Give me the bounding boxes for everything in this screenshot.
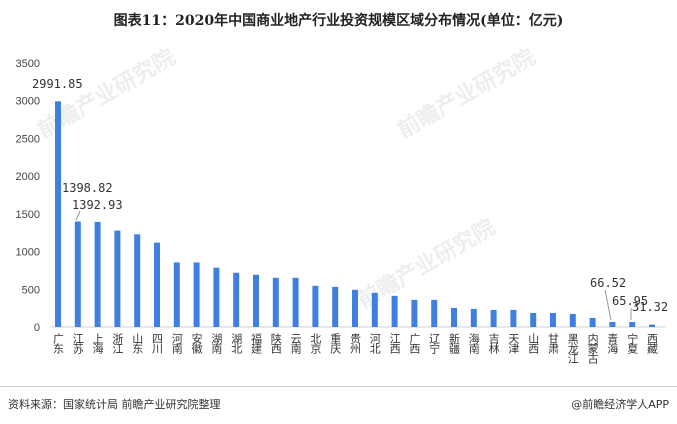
bar-福建	[253, 274, 259, 327]
bar-广东	[55, 101, 61, 327]
x-tick-label: 四川	[151, 333, 164, 354]
data-label: 1398.82	[62, 181, 113, 195]
bar-广西	[411, 299, 418, 327]
x-tick-label: 陕西	[269, 332, 282, 354]
y-tick-label: 2500	[16, 133, 40, 145]
bar-河北	[371, 292, 378, 327]
y-tick-label: 1500	[16, 209, 40, 221]
chart-title: 图表11：2020年中国商业地产行业投资规模区域分布情况(单位：亿元)	[113, 13, 564, 29]
x-tick-label: 福建	[250, 332, 263, 355]
bar-内蒙古	[589, 317, 596, 327]
data-label: 66.52	[590, 276, 626, 290]
bar-贵州	[352, 289, 358, 327]
bar-海南	[470, 308, 477, 327]
x-tick-label: 贵州	[349, 333, 362, 354]
bar-黑龙江	[569, 313, 576, 327]
y-tick-label: 3500	[16, 58, 40, 70]
x-tick-label: 北京	[309, 333, 322, 355]
x-tick-label: 河北	[368, 333, 381, 354]
x-tick-label: 江苏	[71, 333, 84, 355]
y-tick-label: 500	[22, 284, 40, 296]
bar-宁夏	[629, 322, 636, 327]
x-tick-label: 江西	[388, 333, 401, 354]
bar-西藏	[649, 324, 655, 327]
x-tick-label: 甘肃	[547, 333, 560, 355]
brand-credit: @前瞻经济学人APP	[571, 398, 669, 411]
x-tick-label: 安徽	[190, 332, 203, 355]
bar-北京	[312, 285, 319, 327]
bar-山东	[134, 234, 141, 327]
x-tick-label: 西藏	[646, 333, 659, 355]
bar-甘肃	[550, 312, 556, 327]
bar-浙江	[114, 230, 121, 327]
x-tick-label: 天津	[507, 333, 520, 354]
x-tick-label: 青海	[606, 333, 619, 355]
x-tick-label: 宁夏	[626, 332, 639, 354]
bar-天津	[510, 309, 517, 327]
x-tick-label: 广东	[52, 333, 65, 354]
bar-山西	[530, 312, 537, 327]
bar-青海	[609, 321, 616, 327]
x-tick-label: 辽宁	[428, 333, 441, 354]
bar-上海	[94, 221, 101, 327]
bar-新疆	[451, 307, 457, 327]
y-tick-label: 3000	[16, 96, 40, 108]
bar-安徽	[193, 262, 200, 327]
bar-江西	[391, 295, 398, 327]
leader-line	[604, 289, 612, 321]
data-label: 2991.85	[32, 77, 83, 91]
bar-云南	[292, 277, 299, 327]
y-tick-label: 1000	[16, 247, 40, 259]
y-tick-label: 2000	[16, 171, 40, 183]
x-tick-label: 上海	[91, 333, 104, 355]
bar-重庆	[332, 286, 339, 327]
bar-湖南	[213, 267, 220, 327]
leader-line	[75, 210, 81, 221]
bar-辽宁	[431, 299, 438, 327]
x-tick-label: 黑龙江	[566, 333, 579, 364]
y-tick-label: 0	[34, 322, 40, 334]
x-tick-label: 湖南	[210, 333, 223, 354]
x-tick-label: 山西	[527, 333, 540, 354]
x-tick-label: 湖北	[230, 333, 243, 354]
bar-河南	[173, 262, 180, 327]
data-label: 65.95	[612, 294, 648, 308]
x-tick-label: 海南	[467, 332, 480, 354]
x-tick-label: 内蒙古	[586, 332, 599, 364]
x-tick-label: 重庆	[329, 332, 342, 355]
bar-四川	[154, 242, 160, 327]
x-tick-label: 山东	[131, 333, 144, 354]
data-label: 31.32	[632, 300, 668, 314]
bar-江苏	[74, 221, 81, 327]
x-tick-label: 广西	[408, 333, 421, 354]
bar-湖北	[233, 272, 240, 327]
x-tick-label: 新疆	[448, 332, 461, 354]
bar-陕西	[272, 277, 279, 327]
source-note: 资料来源：国家统计局 前瞻产业研究院整理	[8, 398, 221, 411]
x-tick-label: 河南	[170, 333, 183, 354]
bar-吉林	[490, 309, 497, 327]
watermark: 前瞻产业研究院	[393, 44, 539, 144]
x-tick-label: 云南	[289, 333, 302, 354]
data-label: 1392.93	[72, 198, 123, 212]
x-tick-label: 浙江	[111, 333, 124, 354]
x-tick-label: 吉林	[487, 333, 500, 354]
divider	[0, 386, 677, 387]
